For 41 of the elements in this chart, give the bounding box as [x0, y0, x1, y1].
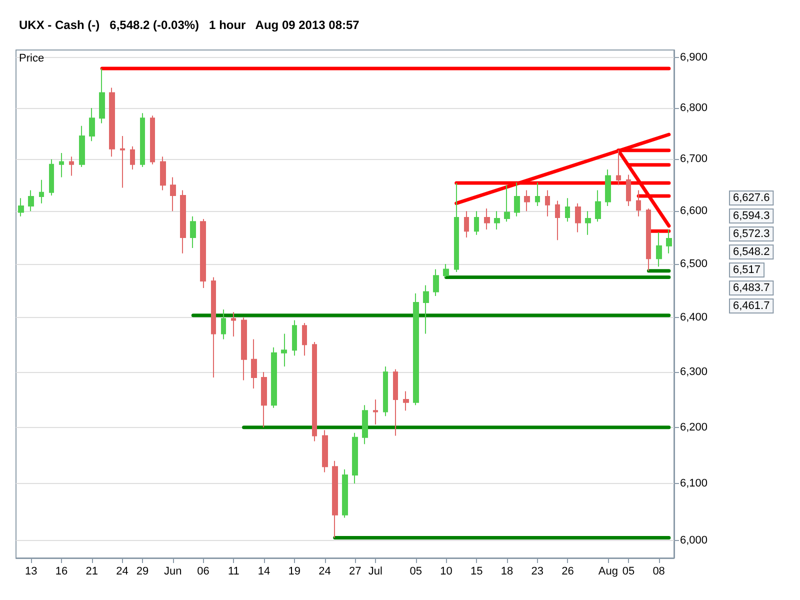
y-tick-label: 6,000 [680, 534, 708, 547]
x-tick-label: 19 [288, 566, 301, 578]
x-tick-label: 27 [349, 566, 362, 578]
y-tick-label: 6,600 [680, 205, 708, 218]
text: 6,594.3 [733, 210, 770, 222]
text: 6,517 [733, 264, 761, 276]
y-tick-label: 6,100 [680, 478, 708, 490]
x-tick-label: 15 [470, 566, 483, 578]
x-tick-label: 29 [136, 566, 149, 578]
x-tick-label: 10 [440, 566, 452, 578]
x-tick-label: 24 [318, 566, 331, 578]
x-tick-label: 05 [622, 566, 635, 578]
x-tick-label: Jul [368, 566, 382, 578]
text: 6,548.2 [733, 246, 770, 258]
text: 6,627.6 [733, 192, 770, 204]
text: 6,483.7 [733, 282, 770, 294]
y-tick-label: 6,700 [680, 153, 708, 166]
x-tick-label: 08 [652, 566, 665, 578]
x-tick-label: 16 [55, 566, 68, 578]
y-tick-label: 6,800 [680, 102, 708, 114]
x-tick-label: Aug [598, 566, 618, 578]
x-tick-label: 14 [258, 566, 270, 578]
y-tick-label: 6,500 [680, 258, 708, 270]
y-axis-title: Price [19, 52, 44, 64]
x-tick-label: 23 [531, 566, 544, 578]
x-tick-label: 24 [116, 566, 128, 578]
x-tick-label: Jun [164, 566, 182, 578]
x-tick-label: 11 [228, 566, 240, 578]
x-tick-label: 18 [500, 566, 514, 578]
y-tick-label: 6,400 [680, 312, 708, 324]
x-tick-label: 13 [25, 566, 38, 578]
x-tick-label: 06 [197, 566, 210, 578]
text: 6,572.3 [733, 228, 770, 240]
y-tick-label: 6,300 [680, 366, 708, 378]
chart-title: UKX - Cash (-) 6,548.2 (-0.03%) 1 hour Aug 09 2013 08:57 [19, 18, 360, 32]
y-tick-label: 6,900 [680, 52, 708, 64]
x-tick-label: 05 [410, 566, 422, 578]
x-tick-label: 21 [86, 566, 98, 578]
y-tick-label: 6,200 [680, 421, 708, 434]
text: 6,461.7 [733, 300, 770, 312]
x-tick-label: 26 [562, 566, 574, 578]
